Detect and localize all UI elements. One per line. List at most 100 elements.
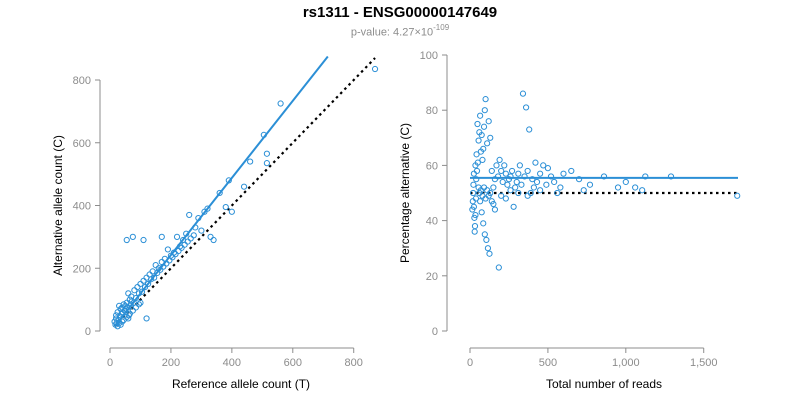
right-data-point [524,192,531,199]
right-x-tick-label: 0 [467,357,473,369]
left-data-point [260,131,267,139]
right-y-tick-label: 0 [432,326,438,338]
right-data-point [471,228,478,235]
right-data-point [524,167,531,175]
left-data-point [134,283,141,291]
right-data-point [470,170,477,177]
right-x-tick-label: 500 [539,357,557,369]
right-data-point [490,200,497,208]
right-data-point [568,167,575,175]
left-x-tick-label: 0 [107,357,113,369]
left-data-point [228,208,235,215]
right-data-point [518,181,525,188]
right-data-point [471,214,478,221]
left-y-tick-label: 0 [85,326,91,338]
left-y-tick-label: 800 [73,75,91,87]
right-data-point [622,178,629,186]
right-x-tick-label: 1,500 [690,357,718,369]
left-data-point [144,280,152,288]
right-y-tick-label: 20 [426,271,438,283]
right-data-point [491,176,499,183]
right-data-point [470,189,477,197]
left-y-tick-label: 400 [73,201,91,213]
right-data-point [530,184,537,191]
left-x-tick-label: 800 [345,357,363,369]
left-data-point [184,238,191,245]
right-data-point [516,162,523,169]
left-data-point [116,302,123,309]
right-data-point [734,192,741,199]
right-data-point [537,187,544,194]
right-data-point [632,184,639,191]
right-data-point [485,118,492,125]
right-data-point [480,220,487,227]
left-data-point [137,299,144,306]
right-data-point [540,162,547,169]
right-data-point [547,173,555,180]
right-data-point [533,178,541,186]
left-data-point [125,290,132,297]
right-data-point [476,129,483,136]
left-data-point [195,214,202,222]
left-null-line [113,57,376,328]
chart-title: rs1311 - ENSG00000147649 [302,4,498,21]
left-x-tick-label: 400 [223,357,241,369]
left-data-point [148,276,155,283]
right-data-point [473,151,480,158]
right-data-point [491,206,499,213]
left-y-axis-label: Alternative allele count (C) [51,135,65,276]
right-data-point [498,167,505,175]
left-y-tick-label: 200 [73,263,91,275]
left-data-point [116,320,123,327]
right-data-point [510,203,517,210]
right-data-point [519,90,527,97]
right-data-point [529,176,536,183]
right-data-point [479,156,486,163]
left-data-point [138,288,146,295]
right-data-point [499,178,506,186]
left-data-point [277,100,284,107]
left-data-point [143,315,150,322]
left-data-point [128,298,136,305]
left-data-point [135,301,143,308]
right-data-point [544,165,552,172]
right-data-point [551,178,558,186]
right-data-point [513,178,520,186]
left-data-point [135,290,143,297]
right-data-point [488,167,495,175]
left-data-point [131,287,138,294]
right-data-point [490,184,497,191]
right-data-point [483,236,490,244]
left-x-tick-label: 600 [284,357,302,369]
right-data-point [469,206,476,213]
right-data-point [495,264,502,271]
right-data-point [543,181,550,188]
left-data-point [207,233,214,240]
right-data-point [477,148,485,155]
right-data-point [515,170,522,177]
right-y-tick-label: 40 [426,216,438,228]
right-data-point [470,181,477,188]
right-data-point [526,126,533,133]
left-data-point [371,65,379,73]
right-data-point [667,173,675,180]
right-data-point [522,104,530,111]
left-data-point [112,312,120,319]
left-x-axis-label: Reference allele count (T) [172,377,310,391]
right-data-point [475,137,482,144]
left-data-point [187,235,194,242]
left-data-point [127,301,134,308]
right-data-point [557,184,564,191]
right-data-point [481,107,488,114]
right-data-point [642,173,649,180]
left-data-point [122,305,129,313]
right-data-point [639,187,646,194]
right-data-point [484,140,491,147]
p-value-exponent: -109 [433,23,450,32]
right-data-point [537,170,544,177]
right-x-tick-label: 1,000 [612,357,640,369]
left-data-point [164,246,171,253]
left-data-point [123,236,130,244]
right-y-axis-label: Percentage alternative (C) [398,123,412,263]
right-data-point [471,223,479,230]
